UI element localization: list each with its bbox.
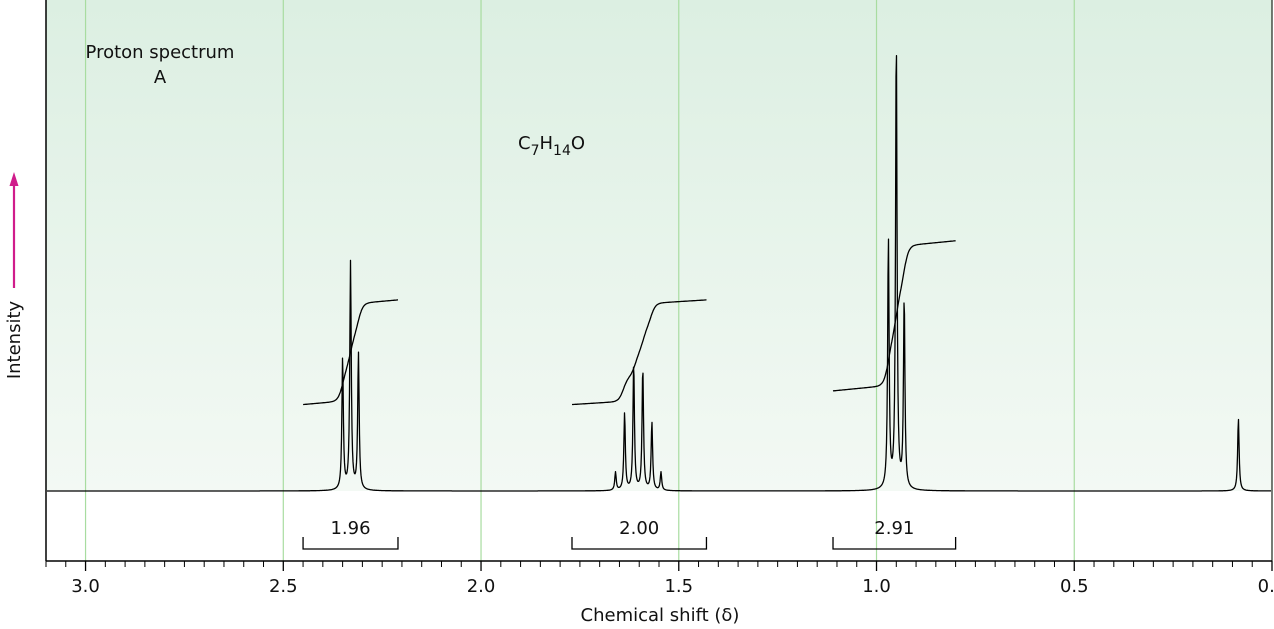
y-axis-arrow <box>9 172 19 288</box>
molecular-formula: C7H14O <box>518 133 585 159</box>
integration-value: 2.91 <box>874 518 914 539</box>
y-axis-label: Intensity <box>4 300 25 379</box>
integral-curve <box>572 299 707 406</box>
plot-background <box>46 0 1272 491</box>
spectrum-trace <box>46 55 1272 492</box>
formula-hydrogen-count: 14 <box>553 143 571 159</box>
formula-hydrogen: H <box>540 133 554 154</box>
integration-bracket <box>832 537 957 550</box>
tick-label: 2.0 <box>467 576 496 597</box>
x-axis-label: Chemical shift (δ) <box>581 605 740 626</box>
tick-label: 3.0 <box>71 576 100 597</box>
chart-title: Proton spectrum <box>86 42 235 63</box>
chart-subtitle: A <box>154 67 167 88</box>
integral-curve <box>303 299 398 406</box>
integration-bracket <box>571 537 708 550</box>
tick-label: 0.0 <box>1258 576 1274 597</box>
tick-label: 1.5 <box>664 576 693 597</box>
integration-brackets: 1.96 2.00 2.91 <box>302 518 957 550</box>
tick-label: 0.5 <box>1060 576 1089 597</box>
tick-label: 2.5 <box>269 576 298 597</box>
tick-label: 1.0 <box>862 576 891 597</box>
formula-oxygen: O <box>571 133 585 154</box>
integral-curve <box>832 240 956 392</box>
integration-value: 1.96 <box>330 518 370 539</box>
integration-bracket <box>302 537 399 550</box>
x-axis-ticks: 3.0 2.5 2.0 1.5 1.0 0.5 0.0 <box>45 561 1274 597</box>
integration-value: 2.00 <box>619 518 659 539</box>
formula-carbon-count: 7 <box>531 143 540 159</box>
formula-carbon: C <box>518 133 531 154</box>
arrow-head <box>9 172 19 186</box>
integral-traces <box>303 240 956 406</box>
